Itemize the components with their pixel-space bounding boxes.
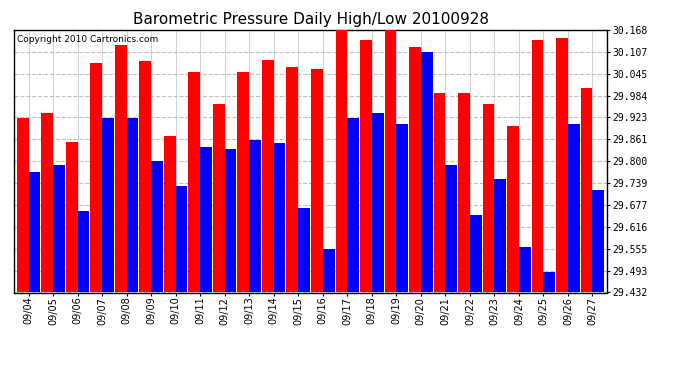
Bar: [126, 118, 139, 292]
Bar: [470, 215, 482, 292]
Bar: [445, 165, 457, 292]
Bar: [176, 186, 188, 292]
Bar: [568, 124, 580, 292]
Bar: [458, 93, 470, 292]
Bar: [507, 126, 519, 292]
Bar: [482, 104, 495, 292]
Bar: [115, 45, 126, 292]
Bar: [28, 172, 40, 292]
Bar: [409, 47, 421, 292]
Bar: [532, 40, 544, 292]
Bar: [286, 67, 298, 292]
Bar: [90, 63, 102, 292]
Bar: [213, 104, 225, 292]
Bar: [347, 118, 359, 292]
Bar: [200, 147, 212, 292]
Bar: [372, 113, 384, 292]
Bar: [433, 93, 445, 292]
Bar: [335, 19, 347, 292]
Bar: [164, 136, 176, 292]
Bar: [139, 62, 151, 292]
Bar: [77, 211, 89, 292]
Bar: [581, 88, 593, 292]
Bar: [225, 149, 237, 292]
Bar: [249, 140, 261, 292]
Bar: [262, 60, 274, 292]
Bar: [495, 179, 506, 292]
Bar: [188, 72, 200, 292]
Bar: [384, 6, 396, 292]
Bar: [556, 38, 568, 292]
Bar: [151, 161, 163, 292]
Bar: [237, 72, 249, 292]
Bar: [360, 40, 372, 292]
Bar: [17, 118, 28, 292]
Bar: [396, 124, 408, 292]
Bar: [53, 165, 65, 292]
Bar: [66, 142, 77, 292]
Bar: [298, 208, 310, 292]
Bar: [274, 143, 286, 292]
Bar: [544, 272, 555, 292]
Bar: [421, 53, 433, 292]
Bar: [593, 190, 604, 292]
Bar: [41, 113, 53, 292]
Bar: [311, 69, 323, 292]
Bar: [519, 247, 531, 292]
Bar: [102, 118, 114, 292]
Text: Copyright 2010 Cartronics.com: Copyright 2010 Cartronics.com: [17, 35, 158, 44]
Bar: [323, 249, 335, 292]
Title: Barometric Pressure Daily High/Low 20100928: Barometric Pressure Daily High/Low 20100…: [132, 12, 489, 27]
